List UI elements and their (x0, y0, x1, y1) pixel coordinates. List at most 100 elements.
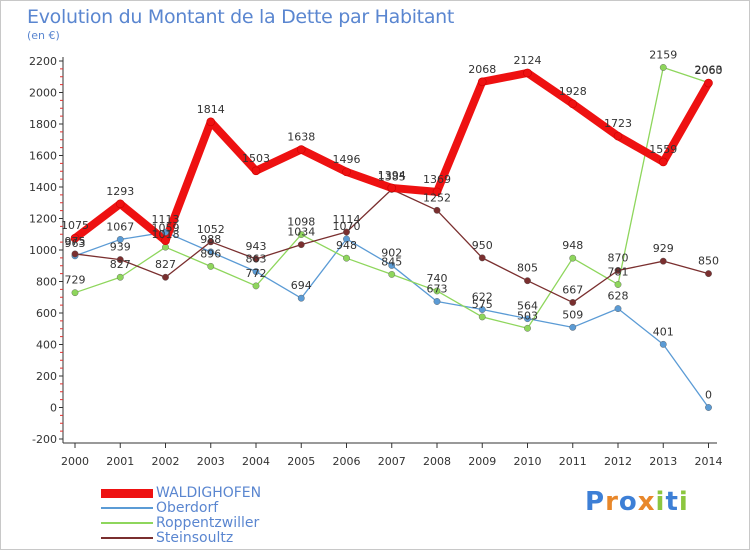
data-point (70, 233, 80, 243)
data-label: 1252 (423, 191, 451, 204)
data-label: 1496 (333, 153, 361, 166)
data-point (614, 267, 622, 274)
x-tick-label: 2006 (333, 455, 361, 468)
x-tick-label: 2005 (287, 455, 315, 468)
data-point (387, 183, 397, 193)
data-label: 628 (608, 290, 629, 303)
chart-title: Evolution du Montant de la Dette par Hab… (27, 6, 455, 28)
data-point (524, 277, 531, 285)
data-label: 943 (246, 240, 267, 253)
data-label: 2068 (468, 63, 496, 76)
data-point (343, 254, 350, 262)
data-label: 1059 (152, 222, 180, 235)
data-point (206, 117, 216, 127)
data-label: 1018 (152, 228, 180, 241)
logo-letter: x (637, 487, 656, 517)
legend-swatch (101, 537, 153, 539)
data-point (296, 145, 306, 154)
data-point (523, 68, 532, 78)
data-label: 622 (472, 291, 493, 304)
data-label: 740 (427, 272, 448, 285)
data-label: 1385 (378, 170, 406, 183)
logo-letter: r (605, 487, 619, 517)
data-label: 1070 (333, 220, 361, 233)
x-tick-label: 2014 (695, 455, 723, 468)
data-point (297, 241, 305, 249)
x-tick-label: 2000 (61, 455, 89, 468)
y-tick-label: 400 (36, 339, 57, 352)
data-label: 950 (472, 239, 493, 252)
data-label: 694 (291, 279, 312, 292)
y-tick-label: 2000 (29, 87, 57, 100)
chart-subtitle: (en €) (27, 29, 60, 42)
proxiti-logo: Proxiti (585, 487, 689, 517)
data-label: 1075 (61, 219, 89, 232)
data-point (704, 78, 713, 88)
data-label: 2159 (649, 48, 677, 61)
data-label: 929 (653, 242, 674, 255)
data-point (388, 262, 396, 269)
data-point (478, 313, 486, 321)
data-point (116, 256, 124, 264)
y-tick-label: 1200 (29, 213, 57, 226)
y-tick-label: 1400 (29, 181, 57, 194)
data-label: 575 (472, 298, 493, 311)
data-label: 401 (653, 325, 674, 338)
data-point (252, 282, 260, 290)
x-tick-label: 2011 (559, 455, 587, 468)
data-label: 509 (562, 308, 583, 321)
data-label: 1113 (152, 213, 180, 226)
legend-swatch (101, 489, 153, 498)
data-label: 1723 (604, 117, 632, 130)
data-point (343, 235, 350, 243)
x-tick-label: 2001 (106, 455, 134, 468)
data-point (524, 315, 531, 323)
logo-letter: o (618, 487, 638, 517)
legend-swatch (101, 507, 153, 509)
data-label: 1034 (287, 226, 315, 239)
data-point (207, 248, 215, 256)
data-label: 850 (698, 255, 719, 268)
data-point (705, 270, 712, 278)
y-tick-label: 2200 (29, 55, 57, 68)
x-tick-label: 2010 (514, 455, 542, 468)
data-point (478, 254, 486, 262)
data-point (116, 236, 124, 243)
data-point (162, 228, 169, 236)
data-point (432, 187, 442, 197)
data-label: 564 (517, 300, 538, 313)
data-point (162, 273, 169, 281)
legend-label: WALDIGHOFEN (156, 485, 262, 501)
data-point (252, 268, 260, 275)
data-label: 845 (381, 255, 402, 268)
data-point (342, 167, 351, 177)
data-point (705, 404, 712, 411)
x-tick-label: 2008 (423, 455, 451, 468)
data-label: 2063 (695, 64, 723, 77)
data-label: 963 (65, 237, 86, 250)
data-label: 870 (608, 251, 629, 264)
data-point (658, 157, 668, 167)
y-tick-label: 1600 (29, 150, 57, 163)
logo-letter: t (665, 487, 679, 517)
x-tick-label: 2003 (197, 455, 225, 468)
data-label: 827 (155, 258, 176, 271)
x-tick-label: 2009 (468, 455, 496, 468)
data-point (388, 271, 396, 278)
data-point (569, 299, 577, 306)
data-label: 2060 (695, 64, 723, 77)
data-point (297, 294, 305, 302)
data-point (343, 228, 350, 236)
data-point (433, 298, 441, 305)
data-label: 503 (517, 309, 538, 322)
data-point (614, 281, 622, 288)
data-label: 729 (65, 274, 86, 287)
data-label: 948 (562, 239, 583, 252)
data-label: 2124 (514, 54, 542, 67)
logo-letter: i (678, 487, 689, 517)
data-point (71, 250, 79, 258)
data-point (207, 262, 215, 270)
legend-swatch (101, 522, 153, 524)
data-label: 827 (110, 258, 131, 271)
